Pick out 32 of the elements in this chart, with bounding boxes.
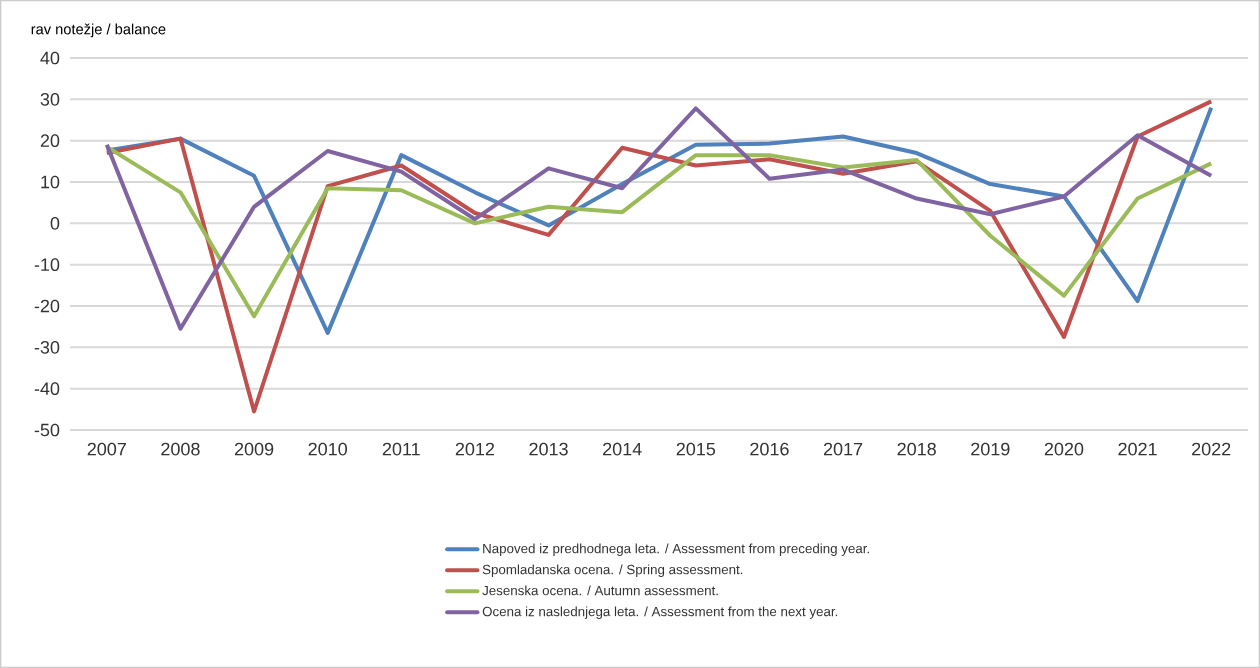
legend-label: Spomladanska ocena. / Spring assessment. <box>482 564 743 577</box>
line-series <box>104 99 1214 414</box>
x-tick-label: 2013 <box>529 442 568 456</box>
y-axis-title: rav notežje / balance <box>31 23 166 38</box>
x-tick-label: 2020 <box>1044 442 1084 456</box>
legend-label: Ocena iz naslednjega leta. / Assessment from the next year. <box>482 606 838 619</box>
x-tick-label: 2021 <box>1118 442 1157 456</box>
x-tick-label: 2016 <box>750 442 789 456</box>
x-tick-label: 2008 <box>161 442 200 456</box>
y-tick-label: 20 <box>40 134 60 148</box>
x-tick-label: 2022 <box>1192 442 1231 456</box>
legend-label: Napoved iz predhodnega leta. / Assessment from preceding year. <box>483 543 869 556</box>
x-tick-label: 2018 <box>897 442 936 456</box>
x-tick-label: 2015 <box>676 442 716 456</box>
x-tick-label: 2010 <box>308 442 347 456</box>
y-tick-label: -50 <box>34 423 60 437</box>
x-tick-label: 2012 <box>455 442 495 456</box>
x-tick-label: 2019 <box>971 442 1010 456</box>
y-tick-label: -30 <box>34 340 60 354</box>
y-tick-label: 30 <box>40 92 60 106</box>
legend-label: Jesenska ocena. / Autumn assessment. <box>482 585 718 596</box>
x-tick-label: 2017 <box>823 442 863 456</box>
x-tick-label: 2007 <box>87 442 126 456</box>
x-tick-label: 2011 <box>382 442 420 456</box>
x-tick-label: 2014 <box>603 442 642 456</box>
y-tick-label: -40 <box>34 382 60 396</box>
x-tick-label: 2009 <box>234 442 274 456</box>
y-tick-label: 10 <box>41 175 60 189</box>
y-tick-label: -10 <box>34 258 60 272</box>
y-tick-label: 0 <box>50 216 60 230</box>
y-tick-label: -20 <box>34 299 60 313</box>
y-tick-label: 40 <box>40 51 60 65</box>
